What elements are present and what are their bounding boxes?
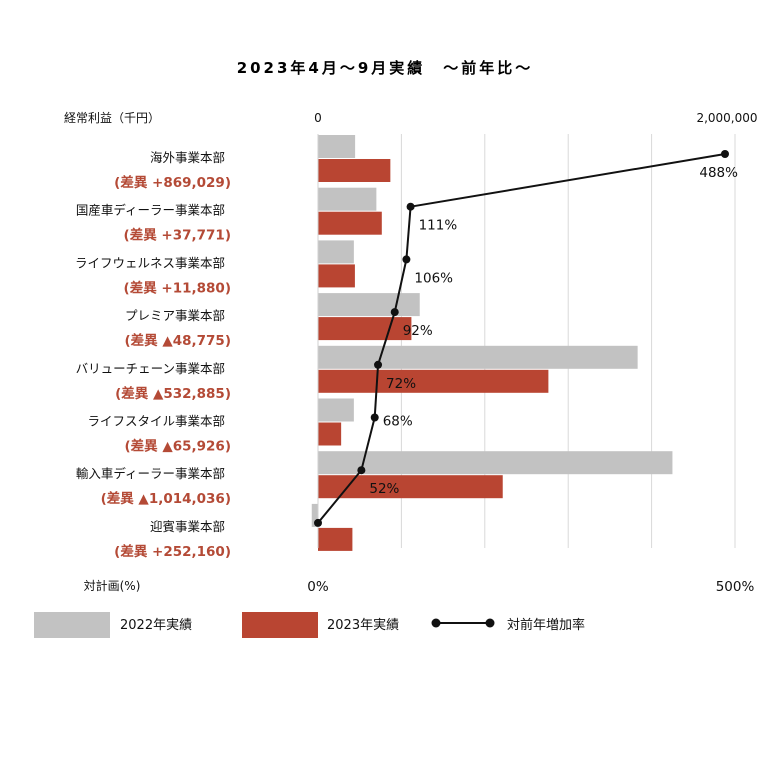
bar-2022 [318, 240, 354, 264]
growth-point [720, 150, 729, 158]
chart-title: 2023年4月～9月実績 ～前年比～ [237, 59, 534, 77]
bar-2023 [318, 475, 503, 499]
bar-2023 [318, 369, 549, 393]
bar-2022 [318, 293, 420, 317]
bar-2023 [318, 317, 412, 341]
growth-point [406, 202, 415, 211]
growth-label: 111% [419, 218, 458, 234]
difference-label: (差異 +252,160) [114, 543, 231, 560]
category-labels: 海外事業本部 (差異 +869,029) 国産車ディーラー事業本部 (差異 +37,7… [75, 150, 231, 560]
growth-point [402, 255, 411, 264]
category-label: 輸入車ディーラー事業本部 [76, 466, 225, 481]
category-label: プレミア事業本部 [125, 308, 225, 323]
value-axis-label: 経常利益（千円） [64, 111, 160, 125]
difference-label: (差異 ▲1,014,036) [101, 490, 231, 507]
growth-label: 106% [414, 270, 453, 286]
legend-line-point [485, 618, 495, 628]
category-label: ライフスタイル事業本部 [87, 414, 225, 429]
category-label: バリューチェーン事業本部 [76, 361, 225, 376]
legend-swatch-2022 [34, 612, 110, 638]
bar-2022 [318, 345, 638, 369]
pct-axis-label: 対計画(%) [84, 578, 141, 593]
growth-label: 52% [369, 481, 399, 497]
growth-point [370, 413, 379, 422]
bar-2023 [318, 211, 382, 235]
pct-axis-tick: 0% [307, 579, 329, 595]
legend-label-2022: 2022年実績 [120, 617, 192, 633]
growth-point [314, 518, 322, 527]
legend-label-growth: 対前年増加率 [507, 617, 585, 633]
legend-line-point [431, 618, 441, 628]
bar-2023 [318, 264, 355, 288]
bar-2023 [318, 159, 391, 182]
bar-2023 [318, 422, 342, 446]
axis-ticks: 0 2,000,000 0% 500% [307, 111, 757, 595]
value-axis-tick: 2,000,000 [696, 111, 757, 125]
growth-line: 488% 111% 106% 92% 72% 68% 52% [314, 150, 738, 527]
bars [311, 134, 673, 551]
growth-label: 92% [403, 323, 433, 339]
category-label: 国産車ディーラー事業本部 [76, 203, 225, 218]
bar-2022 [318, 398, 354, 422]
legend-label-2023: 2023年実績 [327, 617, 399, 633]
difference-label: (差異 +11,880) [124, 279, 231, 296]
difference-label: (差異 +37,771) [124, 227, 231, 244]
value-axis-tick: 0 [314, 111, 322, 125]
difference-label: (差異 +869,029) [114, 174, 231, 191]
growth-point [374, 360, 383, 369]
category-label: 迎賓事業本部 [150, 519, 225, 534]
bar-2022 [318, 135, 356, 158]
difference-label: (差異 ▲48,775) [124, 332, 231, 349]
growth-line-path [317, 153, 726, 524]
category-label: ライフウェルネス事業本部 [75, 255, 225, 270]
legend-swatch-2023 [242, 612, 318, 638]
category-label: 海外事業本部 [150, 150, 225, 165]
growth-label: 68% [383, 414, 413, 430]
difference-label: (差異 ▲532,885) [115, 385, 231, 402]
bar-2023 [318, 527, 353, 551]
bar-2022 [311, 503, 318, 527]
growth-point [390, 308, 399, 317]
growth-label: 488% [699, 165, 738, 181]
pct-axis-tick: 500% [716, 579, 755, 595]
bar-2022 [318, 187, 377, 211]
growth-point [357, 466, 366, 475]
difference-label: (差異 ▲65,926) [124, 438, 231, 455]
legend: 2022年実績 2023年実績 対前年増加率 [34, 612, 585, 638]
bar-2022 [318, 451, 673, 475]
growth-label: 72% [386, 376, 416, 392]
